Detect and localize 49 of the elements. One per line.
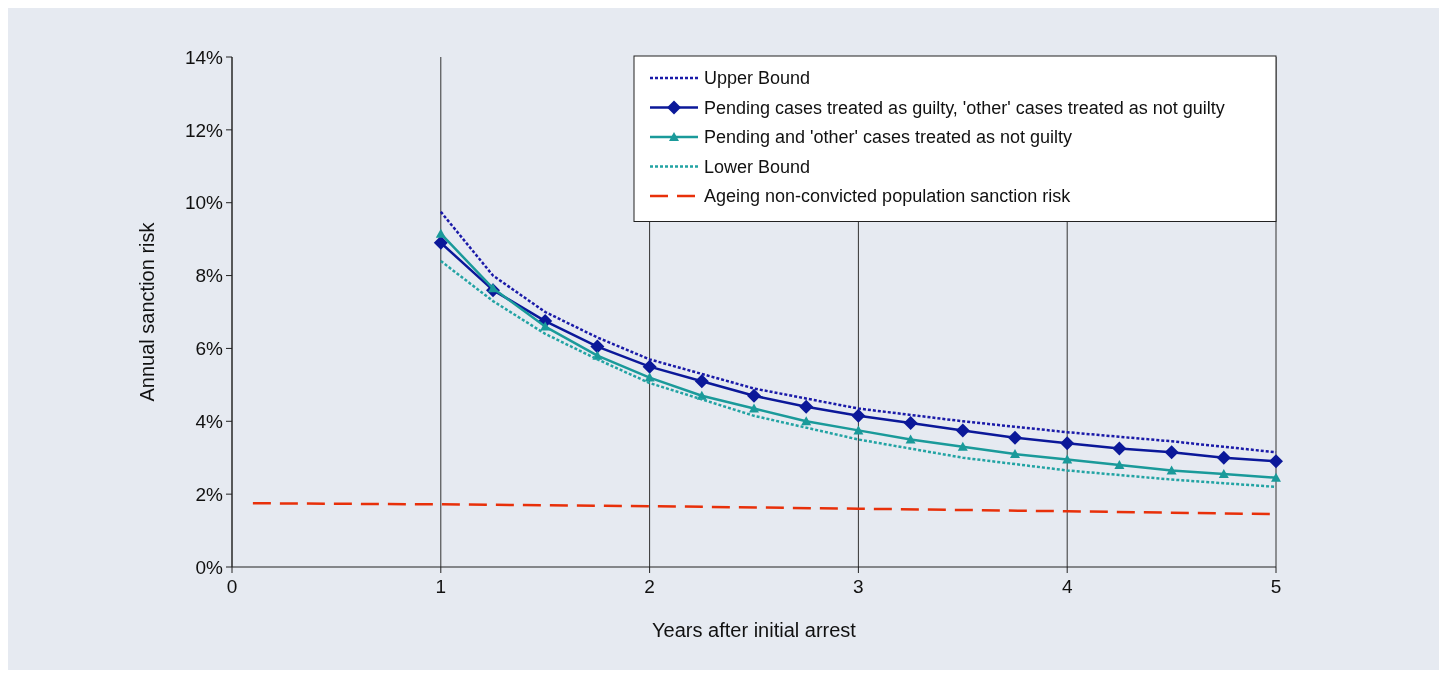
- y-tick-label: 14%: [184, 46, 224, 68]
- point: [851, 408, 866, 423]
- y-tick-label: 8%: [195, 265, 224, 287]
- point: [903, 416, 918, 431]
- point: [747, 388, 761, 403]
- point: [801, 416, 812, 426]
- point: [435, 228, 446, 238]
- y-tick-label: 6%: [195, 338, 224, 360]
- point: [905, 434, 916, 444]
- x-tick-label: 4: [1061, 576, 1073, 597]
- point: [694, 374, 709, 389]
- y-tick-label: 2%: [195, 483, 224, 505]
- y-tick-label: 0%: [195, 556, 224, 578]
- point: [955, 423, 970, 438]
- point: [1164, 445, 1179, 460]
- x-tick-label: 3: [853, 576, 864, 597]
- point: [540, 321, 551, 331]
- y-tick-label: 4%: [195, 410, 224, 432]
- legend-label: Ageing non-convicted population sanction risk: [704, 186, 1072, 207]
- legend-label: Lower Bound: [704, 156, 811, 177]
- point: [1271, 472, 1281, 482]
- legend-label: Pending and 'other' cases treated as not guilty: [704, 127, 1073, 148]
- x-tick-label: 2: [644, 576, 655, 597]
- x-axis-title: Years after initial arrest: [652, 619, 857, 641]
- x-tick-label: 1: [435, 576, 447, 597]
- point: [1218, 469, 1229, 479]
- point: [957, 441, 968, 451]
- x-tick-label: 5: [1270, 576, 1282, 597]
- legend-label: Pending cases treated as guilty, 'other' cases treated as not guilty: [704, 97, 1225, 118]
- y-tick-label: 10%: [184, 192, 224, 214]
- point: [642, 359, 657, 374]
- point: [799, 399, 814, 414]
- point: [1269, 454, 1283, 469]
- point: [644, 372, 655, 382]
- y-tick-label: 12%: [184, 119, 224, 141]
- legend-label: Upper Bound: [704, 68, 811, 89]
- point: [1008, 430, 1022, 445]
- point: [1010, 449, 1020, 459]
- point: [590, 339, 605, 354]
- point: [1114, 460, 1125, 469]
- y-axis-title: Annual sanction risk: [136, 221, 158, 402]
- point: [749, 403, 759, 413]
- point: [1216, 450, 1231, 465]
- point: [853, 425, 864, 435]
- point: [433, 235, 448, 250]
- point: [1062, 454, 1073, 464]
- x-tick-label: 0: [226, 576, 238, 597]
- point: [1060, 436, 1075, 451]
- point: [1112, 441, 1127, 456]
